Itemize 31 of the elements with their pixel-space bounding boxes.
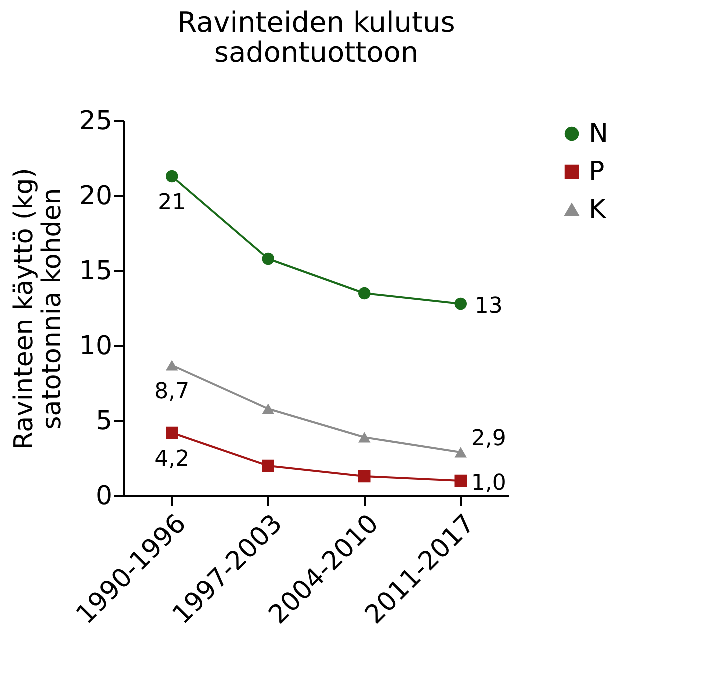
point xyxy=(454,447,467,458)
legend-label: N xyxy=(589,119,608,149)
data-label: 8,7 xyxy=(154,380,190,404)
point xyxy=(262,404,274,414)
point xyxy=(358,470,371,483)
point xyxy=(262,252,274,266)
data-label: 4,2 xyxy=(154,447,190,472)
point xyxy=(262,460,274,472)
y-tick-label: 25 xyxy=(79,106,112,136)
legend-label: P xyxy=(589,157,605,187)
point xyxy=(166,360,178,371)
point xyxy=(166,426,178,440)
point xyxy=(454,298,467,310)
y-tick-label: 5 xyxy=(96,406,112,436)
point xyxy=(358,287,371,300)
legend-label: K xyxy=(589,195,607,225)
y-tick-label: 0 xyxy=(96,482,112,512)
y-tick-label: 15 xyxy=(79,256,112,286)
point xyxy=(358,432,371,443)
data-label: 1,0 xyxy=(471,471,506,496)
data-label: 13 xyxy=(474,294,503,319)
data-label: 21 xyxy=(158,190,186,216)
data-label: 2,9 xyxy=(471,426,506,452)
point xyxy=(166,170,178,183)
point xyxy=(454,474,467,488)
y-tick-label: 10 xyxy=(79,332,112,362)
text: satotonnia kohden xyxy=(37,188,68,430)
text: sadontuottoon xyxy=(214,36,419,69)
y-tick-label: 20 xyxy=(79,182,112,212)
text: Ravinteiden kulutus xyxy=(178,6,456,39)
text: Ravinteen käyttö (kg) xyxy=(9,168,40,450)
